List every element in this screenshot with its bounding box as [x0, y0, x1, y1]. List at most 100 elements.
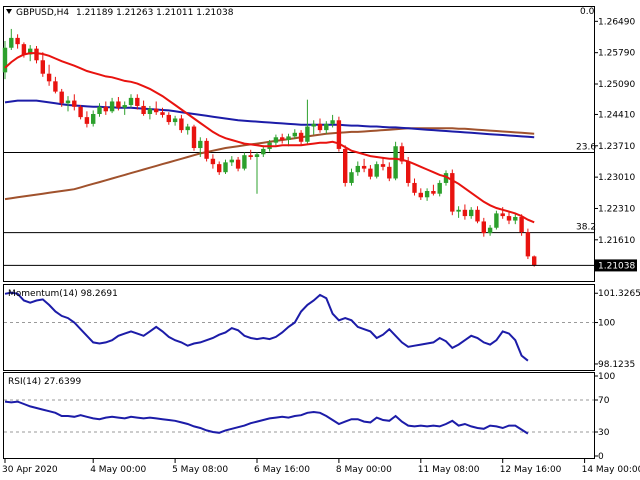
candle[interactable] [349, 168, 354, 186]
candle[interactable] [198, 137, 203, 157]
candle[interactable] [46, 64, 52, 86]
candle[interactable] [387, 162, 392, 182]
candle[interactable] [122, 101, 127, 115]
candle[interactable] [298, 130, 304, 146]
candle[interactable] [40, 52, 45, 77]
candle-body [172, 118, 178, 123]
candle[interactable] [481, 217, 486, 237]
candle[interactable] [286, 133, 291, 147]
candle[interactable] [431, 184, 436, 196]
candle[interactable] [15, 34, 20, 49]
candle[interactable] [248, 149, 253, 160]
candle[interactable] [160, 107, 165, 118]
candle[interactable] [91, 110, 96, 127]
candles[interactable] [2, 28, 537, 267]
candle[interactable] [368, 165, 373, 180]
candle[interactable] [336, 116, 342, 152]
rsi-title: RSI(14) 27.6399 [8, 377, 81, 387]
candle[interactable] [9, 28, 14, 50]
candle[interactable] [469, 207, 474, 219]
candle[interactable] [261, 145, 266, 157]
candle[interactable] [242, 152, 247, 171]
time-tick-label: 5 May 08:00 [172, 465, 228, 475]
candle[interactable] [374, 161, 379, 179]
candle[interactable] [103, 101, 108, 115]
candle[interactable] [456, 206, 461, 218]
candle[interactable] [166, 112, 171, 125]
candle[interactable] [254, 152, 260, 194]
candle-body [292, 132, 297, 137]
candle-body [525, 232, 531, 257]
momentum-path [4, 291, 529, 362]
candle[interactable] [128, 94, 134, 108]
candle[interactable] [330, 114, 335, 128]
candle[interactable] [355, 161, 360, 176]
candle[interactable] [59, 88, 64, 107]
candle[interactable] [393, 141, 398, 181]
candle-body [242, 155, 247, 169]
candle[interactable] [519, 214, 524, 236]
candle[interactable] [204, 138, 209, 162]
candle[interactable] [53, 76, 58, 94]
candle[interactable] [235, 156, 241, 172]
candle[interactable] [361, 158, 367, 173]
candle-body [437, 182, 442, 194]
candle-body [141, 105, 146, 115]
candle[interactable] [2, 41, 8, 80]
candle[interactable] [532, 255, 537, 267]
candle[interactable] [97, 103, 102, 117]
candle[interactable] [280, 133, 285, 144]
candle[interactable] [343, 145, 348, 187]
candle[interactable] [273, 134, 279, 146]
candle[interactable] [78, 105, 83, 120]
candle-body [532, 256, 537, 266]
candle[interactable] [179, 114, 184, 133]
candle[interactable] [191, 124, 197, 151]
rsi-panel[interactable]: 100 70 30 0 RSI(14) 27.6399 [3, 372, 616, 462]
candle[interactable] [154, 101, 159, 115]
candle[interactable] [185, 123, 190, 135]
candle[interactable] [380, 157, 386, 171]
candle[interactable] [229, 156, 234, 166]
candle[interactable] [72, 94, 77, 111]
candle-body [204, 140, 209, 159]
candle[interactable] [311, 120, 316, 135]
candle[interactable] [65, 96, 71, 112]
candle[interactable] [462, 204, 468, 220]
candle[interactable] [34, 45, 39, 64]
price-tick-label: 1.24410 [598, 110, 635, 120]
candle[interactable] [317, 118, 323, 133]
time-axis: 30 Apr 2020 4 May 00:00 5 May 08:00 6 May 1… [2, 459, 640, 475]
candle[interactable] [116, 96, 121, 111]
candle[interactable] [223, 159, 228, 174]
candle[interactable] [172, 115, 178, 126]
candle[interactable] [475, 206, 480, 224]
rsi-panel-frame [3, 372, 595, 459]
candle[interactable] [525, 228, 531, 260]
candle[interactable] [135, 94, 140, 110]
candle[interactable] [210, 154, 216, 169]
candle[interactable] [418, 188, 423, 200]
candle[interactable] [147, 105, 153, 120]
candle[interactable] [494, 210, 499, 230]
candle[interactable] [109, 97, 115, 114]
candle[interactable] [513, 213, 518, 225]
candle[interactable] [412, 178, 417, 196]
candle[interactable] [424, 188, 430, 201]
candle[interactable] [324, 121, 329, 134]
candle[interactable] [450, 169, 455, 216]
candle[interactable] [443, 170, 449, 186]
candle[interactable] [437, 180, 442, 197]
candle-body [412, 182, 417, 193]
collapse-triangle-icon[interactable] [6, 9, 12, 14]
candle[interactable] [305, 99, 310, 144]
candle[interactable] [84, 111, 90, 128]
candle[interactable] [217, 161, 222, 175]
candle[interactable] [506, 212, 512, 225]
momentum-panel[interactable]: 101.3265 100 98.1235 Momentum(14) 98.2691 [3, 284, 640, 371]
candle[interactable] [292, 129, 297, 140]
price-panel[interactable]: 23.638.2 1.264901.257901.250901.244101.2… [2, 6, 637, 282]
candle[interactable] [487, 225, 493, 236]
candle[interactable] [141, 100, 146, 116]
